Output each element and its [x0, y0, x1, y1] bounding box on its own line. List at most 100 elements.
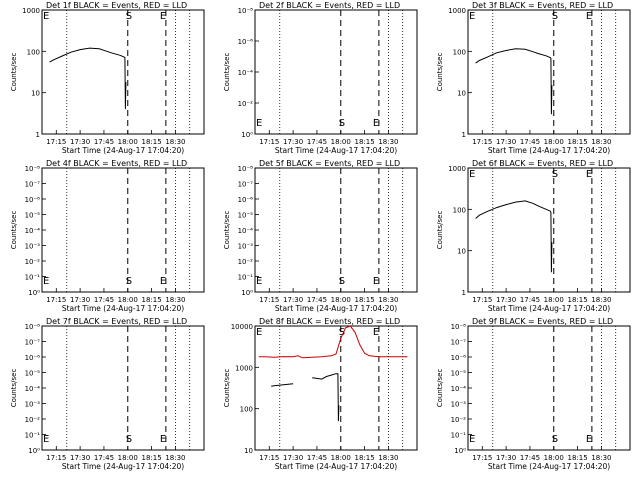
plot-frame [254, 167, 418, 293]
x-tick-label: 17:45 [94, 454, 114, 462]
event-marker: E [373, 276, 379, 287]
x-tick-label: 17:30 [283, 138, 303, 146]
event-marker: S [126, 276, 132, 287]
y-tick-label: 10⁻⁷ [25, 181, 41, 189]
y-tick-label: 10⁻⁸ [451, 323, 467, 331]
x-tick-label: 17:45 [520, 454, 540, 462]
y-tick-label: 10⁰ [28, 447, 40, 455]
y-tick-label: 10⁻⁷ [238, 181, 254, 189]
y-tick-label: 10⁻⁴ [238, 69, 254, 77]
x-tick-label: 18:30 [591, 454, 611, 462]
y-tick-label: 10⁻⁴ [25, 227, 41, 235]
panel-title: Det 8f BLACK = Events, RED = LLD [259, 317, 400, 326]
panel-title: Det 5f BLACK = Events, RED = LLD [259, 159, 400, 168]
event-marker: E [586, 11, 592, 22]
x-tick-label: 18:15 [567, 138, 587, 146]
x-axis-label: Start Time (24-Aug-17 17:04:20) [488, 146, 610, 155]
panel-det-8: Det 8f BLACK = Events, RED = LLD 10 100 100… [223, 317, 418, 471]
y-tick-label: 10⁻² [238, 258, 254, 266]
event-marker: S [126, 434, 132, 445]
event-marker: E [160, 434, 166, 445]
x-tick-label: 18:00 [544, 454, 564, 462]
x-tick-label: 18:30 [378, 454, 398, 462]
event-marker: S [126, 11, 132, 22]
plot-frame [41, 325, 205, 451]
y-tick-label: 10⁻⁸ [238, 165, 254, 173]
x-tick-label: 17:15 [46, 454, 66, 462]
y-tick-label: 10⁻² [25, 416, 41, 424]
y-tick-label: 10⁰ [241, 131, 253, 139]
x-tick-label: 18:00 [331, 138, 351, 146]
event-marker: E [586, 434, 592, 445]
x-tick-label: 17:30 [70, 296, 90, 304]
y-tick-label: 10⁻⁸ [238, 7, 254, 15]
panel-title: Det 7f BLACK = Events, RED = LLD [46, 317, 187, 326]
x-tick-label: 17:15 [472, 138, 492, 146]
x-tick-label: 18:15 [567, 296, 587, 304]
x-tick-label: 18:30 [591, 138, 611, 146]
y-tick-label: 100 [27, 48, 40, 56]
x-axis-label: Start Time (24-Aug-17 17:04:20) [275, 462, 397, 471]
y-axis-label: Counts/sec [223, 211, 231, 250]
plot-frame [41, 167, 205, 293]
plot-frame [467, 325, 631, 451]
x-tick-label: 18:30 [165, 454, 185, 462]
y-tick-label: 10 [457, 248, 466, 256]
y-tick-label: 10⁻⁴ [238, 227, 254, 235]
x-tick-label: 17:30 [496, 296, 516, 304]
x-tick-label: 17:15 [472, 454, 492, 462]
x-tick-label: 18:15 [354, 454, 374, 462]
x-tick-label: 18:15 [354, 296, 374, 304]
x-tick-label: 17:30 [496, 454, 516, 462]
event-marker: E [43, 434, 49, 445]
event-marker: E [469, 169, 475, 180]
panel-det-4: Det 4f BLACK = Events, RED = LLD 10⁰ 10⁻¹ 1… [10, 159, 205, 313]
y-axis-label: Counts/sec [223, 369, 231, 408]
y-tick-label: 10⁻⁴ [25, 385, 41, 393]
x-tick-label: 17:45 [520, 138, 540, 146]
y-axis-label: Counts/sec [10, 369, 18, 408]
y-tick-label: 1000 [235, 364, 253, 372]
y-tick-label: 10⁻⁶ [238, 38, 254, 46]
x-tick-label: 17:30 [496, 138, 516, 146]
y-tick-label: 1 [462, 289, 466, 297]
x-axis-label: Start Time (24-Aug-17 17:04:20) [62, 146, 184, 155]
y-tick-label: 10⁻² [25, 258, 41, 266]
y-tick-label: 10⁻⁵ [25, 212, 41, 220]
y-tick-label: 10⁻³ [25, 401, 41, 409]
x-tick-label: 17:30 [283, 296, 303, 304]
event-marker: E [586, 169, 592, 180]
y-tick-label: 10⁰ [241, 289, 253, 297]
y-tick-label: 10⁻⁸ [25, 323, 41, 331]
x-tick-label: 18:15 [567, 454, 587, 462]
y-axis-label: Counts/sec [10, 53, 18, 92]
event-marker: E [469, 11, 475, 22]
y-axis-label: Counts/sec [10, 211, 18, 250]
x-tick-label: 17:15 [259, 296, 279, 304]
x-tick-label: 18:15 [141, 296, 161, 304]
y-axis-label: Counts/sec [436, 211, 444, 250]
panel-title: Det 6f BLACK = Events, RED = LLD [472, 159, 613, 168]
y-tick-label: 10⁻⁷ [451, 339, 467, 347]
y-tick-label: 10⁻⁵ [25, 370, 41, 378]
x-tick-label: 18:15 [354, 138, 374, 146]
event-marker: E [469, 434, 475, 445]
x-tick-label: 18:00 [331, 454, 351, 462]
y-axis-label: Counts/sec [436, 53, 444, 92]
x-tick-label: 18:00 [118, 296, 138, 304]
y-tick-label: 10⁻⁵ [451, 370, 467, 378]
x-tick-label: 17:45 [307, 454, 327, 462]
plot-frame [467, 167, 631, 293]
x-tick-label: 18:30 [378, 296, 398, 304]
y-tick-label: 10⁰ [28, 289, 40, 297]
x-tick-label: 18:15 [141, 454, 161, 462]
event-marker: S [552, 434, 558, 445]
x-tick-label: 18:15 [141, 138, 161, 146]
y-tick-label: 10⁻⁸ [25, 165, 41, 173]
panel-det-6: Det 6f BLACK = Events, RED = LLD 1 10 100 10… [436, 159, 631, 313]
y-tick-label: 10⁻² [238, 100, 254, 108]
x-axis-label: Start Time (24-Aug-17 17:04:20) [488, 462, 610, 471]
y-tick-label: 10⁻¹ [25, 274, 41, 282]
event-marker: E [256, 118, 262, 129]
plot-frame [41, 9, 205, 135]
